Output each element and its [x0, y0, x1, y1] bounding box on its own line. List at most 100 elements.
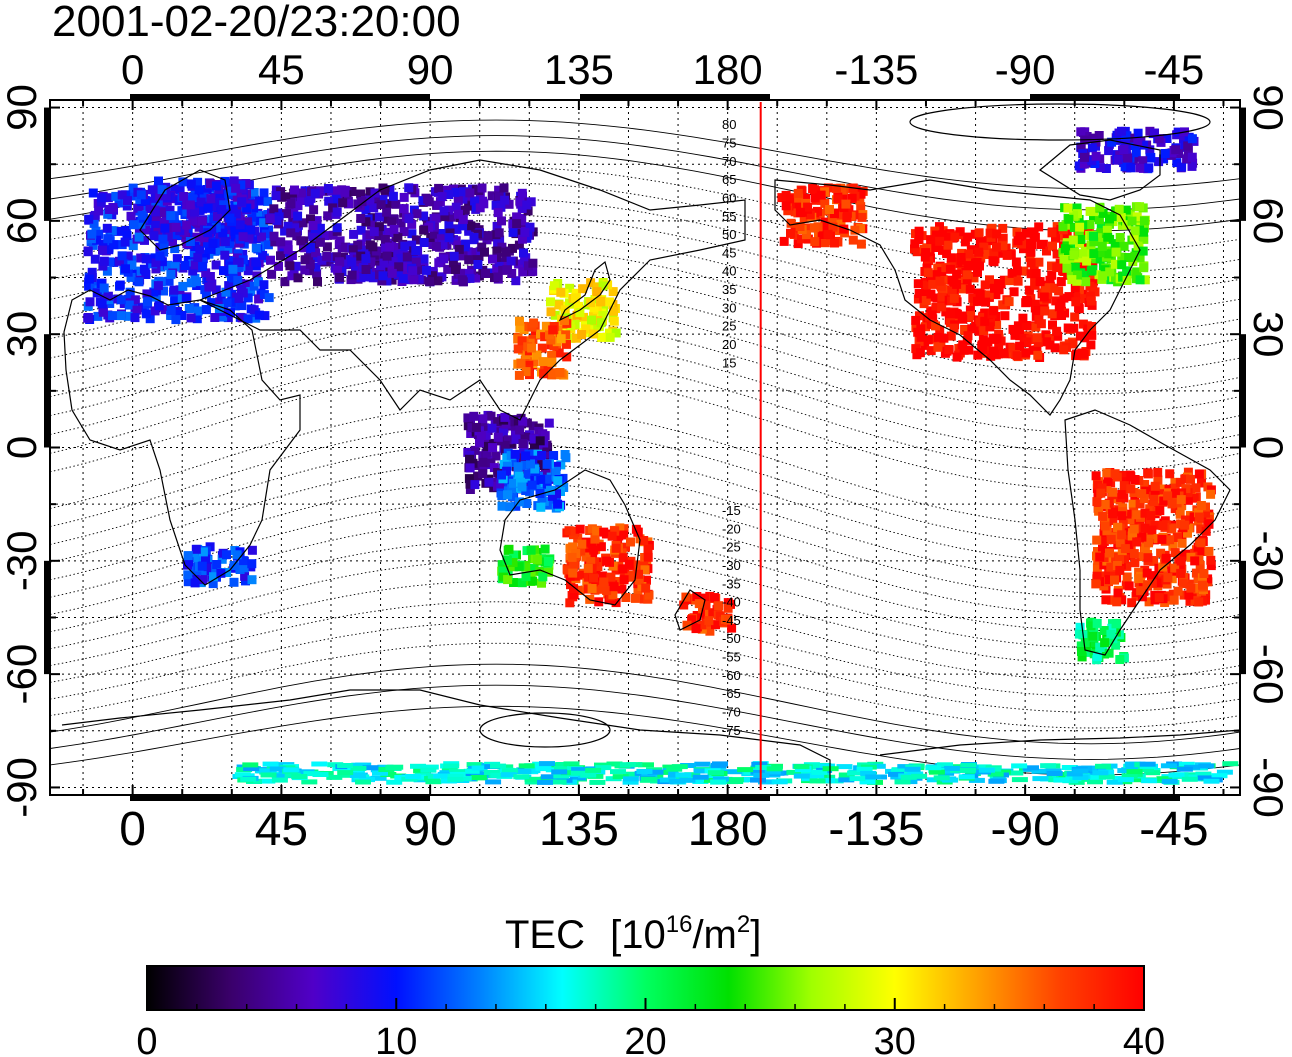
tec-cell [222, 298, 232, 308]
tec-cell [292, 231, 302, 241]
tec-cell [290, 223, 300, 233]
tec-cell [985, 228, 995, 238]
tec-cell [1154, 494, 1164, 504]
tec-cell [424, 222, 434, 232]
tec-cell [802, 230, 811, 240]
tec-cell [97, 193, 107, 203]
tec-cell [1030, 280, 1040, 290]
tec-cell [701, 600, 711, 610]
tec-cell [1107, 554, 1117, 564]
tec-cell [140, 195, 150, 205]
tec-cell [958, 774, 975, 780]
tec-cell [836, 211, 846, 221]
tec-cell [414, 274, 424, 284]
tec-cell [1026, 258, 1036, 268]
tec-cell [1089, 249, 1099, 259]
tec-cell [546, 297, 555, 307]
tec-cell [1045, 275, 1055, 285]
tec-cell [825, 205, 834, 214]
tec-cell [120, 237, 130, 247]
tec-cell [598, 571, 608, 581]
tec-cell [172, 310, 182, 319]
tec-cell [1176, 556, 1186, 566]
tec-cell [1106, 779, 1123, 785]
tec-cell [130, 295, 140, 305]
tec-cell [937, 762, 953, 768]
tec-cell [109, 240, 119, 250]
tec-cell [185, 200, 195, 210]
tec-cell [1104, 146, 1114, 156]
tec-cell [591, 322, 601, 332]
tec-cell [856, 223, 866, 233]
tec-cell [220, 250, 230, 260]
tec-cell [393, 270, 403, 280]
tec-cell [451, 202, 461, 212]
tec-cell [1056, 277, 1066, 287]
tec-cell [163, 261, 173, 271]
tec-cell [197, 561, 207, 571]
tec-cell [258, 250, 268, 260]
tec-cell [935, 276, 945, 286]
tec-cell [1011, 777, 1028, 783]
tec-cell [350, 765, 367, 771]
tec-cell [935, 222, 944, 232]
tec-cell [1178, 761, 1195, 767]
tec-cell [619, 530, 629, 540]
tec-cell [592, 287, 602, 297]
tec-cell [355, 779, 371, 785]
tec-cell [984, 290, 994, 300]
tec-cell [1042, 246, 1051, 256]
tec-cell [98, 245, 107, 255]
magnetic-contour [50, 684, 1240, 760]
tec-cell [1082, 647, 1092, 657]
tec-cell [1135, 202, 1145, 212]
tec-cell [1126, 769, 1143, 775]
tec-cell [1175, 551, 1185, 561]
tec-cell [360, 272, 370, 282]
tec-cell [133, 266, 143, 276]
tec-cell [1145, 519, 1155, 529]
tec-cell [1096, 221, 1106, 231]
tec-cell [1108, 487, 1118, 497]
tec-cell [466, 429, 476, 438]
tec-cell [1176, 568, 1186, 578]
tec-cell [1122, 276, 1132, 285]
tec-cell [132, 305, 142, 315]
contour-label: -45 [722, 613, 741, 628]
tec-cell [103, 193, 113, 203]
tec-cell [188, 192, 198, 202]
tec-cell [347, 187, 357, 196]
tec-cell [548, 325, 558, 335]
tec-cell [517, 204, 527, 213]
tec-cell [457, 275, 467, 285]
contour-label: -60 [722, 668, 741, 683]
tec-cell [239, 563, 249, 573]
tec-cell [444, 220, 454, 230]
tec-cell [287, 251, 297, 260]
tec-cell [529, 318, 539, 328]
tec-cell [1129, 524, 1139, 534]
tec-cell [1105, 267, 1115, 277]
tec-cell [950, 232, 960, 242]
tec-cell [1085, 291, 1095, 301]
tec-cell [912, 247, 922, 257]
tec-cell [470, 775, 487, 780]
tec-cell [543, 557, 553, 566]
tec-cell [1194, 512, 1204, 522]
tec-cell [198, 575, 208, 585]
tec-cell [193, 177, 203, 187]
tec-cell [697, 620, 707, 630]
tec-cell [116, 295, 126, 305]
colorbar-ticks: 0 10 20 30 40 [136, 998, 1165, 1057]
tec-cell [1173, 586, 1183, 596]
tec-cell [249, 188, 259, 197]
tec-cell [750, 769, 767, 775]
tec-cell [335, 272, 345, 282]
tec-cell [444, 190, 454, 199]
frame-bar [44, 107, 50, 221]
tec-cell [642, 575, 651, 585]
tec-cell [241, 259, 251, 269]
tec-cell [1108, 516, 1118, 525]
tec-cell [452, 224, 462, 234]
tec-cell [795, 208, 805, 218]
